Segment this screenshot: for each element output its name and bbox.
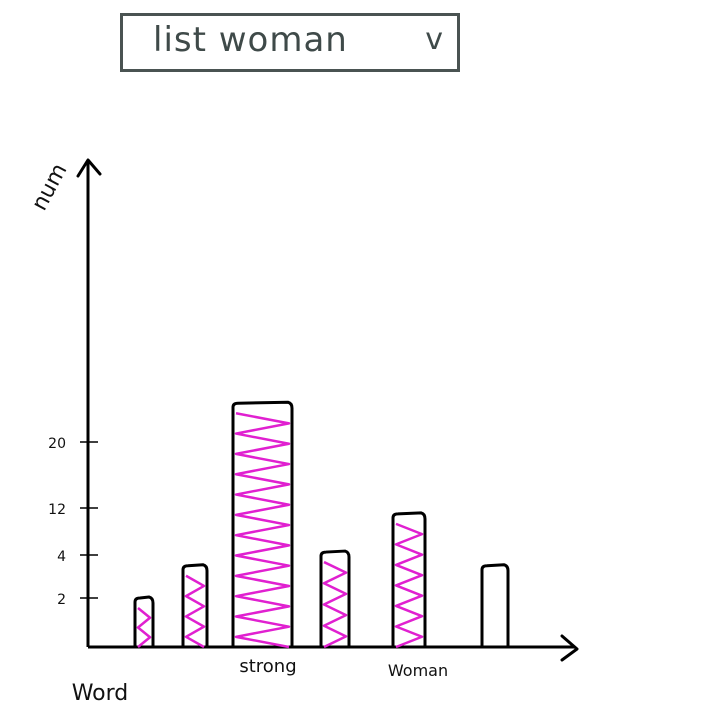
dropdown-selected-value: list woman bbox=[153, 20, 348, 60]
bar-fill-scribble bbox=[322, 560, 348, 649]
y-axis-label: num bbox=[27, 160, 72, 215]
x-axis-arrowhead bbox=[560, 634, 579, 662]
bar bbox=[480, 563, 510, 647]
bar bbox=[319, 549, 351, 647]
y-tick-label: 2 bbox=[57, 592, 66, 608]
y-tick-label: 4 bbox=[57, 549, 66, 565]
x-tick-label: Woman bbox=[388, 661, 448, 680]
y-tick-label: 20 bbox=[48, 436, 66, 452]
bar bbox=[133, 595, 155, 647]
list-dropdown[interactable]: list woman v bbox=[120, 13, 460, 72]
bar-fill-scribble bbox=[234, 412, 291, 649]
y-ticks: 2 4 12 20 bbox=[48, 436, 98, 608]
x-tick-label: strong bbox=[239, 656, 296, 677]
x-labels: Word strong Woman bbox=[72, 656, 448, 706]
x-tick-label: Word bbox=[72, 681, 129, 706]
bars bbox=[133, 400, 510, 649]
y-axis-arrowhead bbox=[76, 158, 102, 178]
bar bbox=[181, 563, 209, 647]
bar bbox=[231, 400, 294, 647]
bar-fill-scribble bbox=[136, 607, 152, 648]
y-tick-label: 12 bbox=[48, 502, 66, 518]
chevron-down-icon[interactable]: v bbox=[425, 22, 443, 57]
bar-fill-scribble bbox=[394, 522, 424, 649]
bar bbox=[391, 511, 427, 647]
bar-fill-scribble bbox=[184, 574, 206, 649]
